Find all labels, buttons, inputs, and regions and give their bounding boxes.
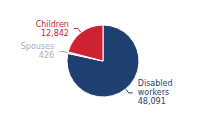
svg-text:48,091: 48,091 [138, 97, 166, 106]
svg-text:12,842: 12,842 [41, 29, 69, 38]
svg-text:Children: Children [36, 20, 69, 29]
svg-text:Disabled: Disabled [138, 79, 173, 88]
svg-text:426: 426 [39, 51, 54, 60]
svg-text:Spouses: Spouses [21, 42, 54, 51]
svg-text:workers: workers [138, 88, 169, 97]
